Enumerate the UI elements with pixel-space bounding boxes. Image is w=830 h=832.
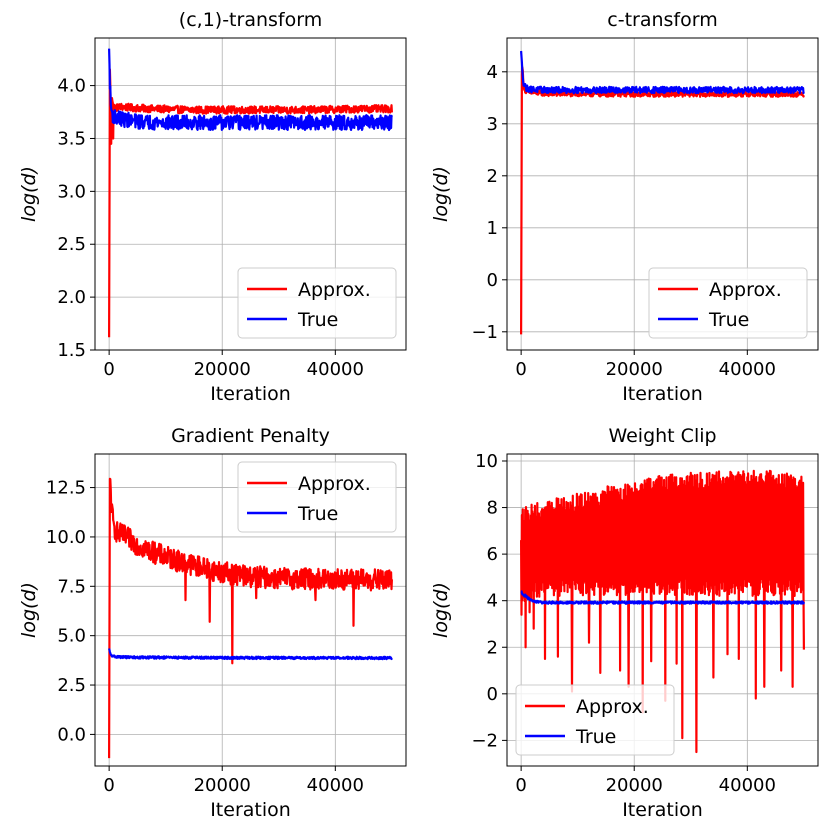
chart-panel-4: 0 20000 40000 −2 0 2 4 6 8 10 Weight Clip Iteration… (430, 425, 819, 821)
y-tick-label: 2.5 (57, 234, 86, 255)
y-tick-label: 0.0 (57, 724, 86, 745)
y-tick-label: 10 (475, 451, 498, 472)
y-tick-label: 10.0 (46, 527, 86, 548)
y-axis-label: log(d) (18, 166, 40, 222)
y-tick-label: −1 (471, 322, 498, 343)
chart-panel-1: 0 20000 40000 1.5 2.0 2.5 3.0 3.5 4.0 (c,1)-trans… (18, 9, 407, 405)
legend: Approx. True (237, 461, 397, 533)
y-tick-label: 2 (487, 637, 498, 658)
y-tick-label: 6 (487, 544, 498, 565)
y-tick-label: 2.0 (57, 287, 86, 308)
axes-frame (94, 37, 407, 351)
legend: Approx. True (648, 267, 808, 339)
y-tick-label: 4 (487, 62, 498, 83)
legend: Approx. True (515, 684, 675, 756)
y-tick-label: 3.0 (57, 181, 86, 202)
x-axis-label: Iteration (210, 383, 291, 405)
y-tick-label: 1 (487, 218, 498, 239)
chart-title: c-transform (607, 9, 717, 31)
axes-frame (94, 453, 407, 767)
chart-title: Weight Clip (608, 425, 716, 447)
chart-title: (c,1)-transform (179, 9, 322, 31)
series-line-approx (108, 477, 393, 759)
y-axis-label: log(d) (18, 582, 40, 638)
series-line-true (108, 48, 393, 132)
y-tick-label: 2.5 (57, 675, 86, 696)
legend-box (237, 461, 397, 533)
y-tick-label: 1.5 (57, 340, 86, 361)
legend-label: True (297, 503, 338, 525)
x-tick-label: 20000 (606, 775, 663, 796)
legend-label: True (575, 726, 616, 748)
legend-label: Approx. (576, 696, 649, 718)
y-axis-label: log(d) (430, 582, 452, 638)
chart-title: Gradient Penalty (171, 425, 330, 447)
y-tick-label: 7.5 (57, 576, 86, 597)
series-line-true (520, 50, 805, 95)
series-line-true (520, 590, 805, 605)
y-tick-label: 0 (487, 684, 498, 705)
axes-frame (506, 453, 819, 767)
legend-label: True (297, 309, 338, 331)
x-tick-label: 20000 (194, 359, 251, 380)
x-tick-label: 20000 (606, 359, 663, 380)
legend-label: True (708, 309, 749, 331)
legend-box (515, 684, 675, 756)
x-tick-label: 40000 (719, 775, 776, 796)
x-axis-label: Iteration (210, 799, 291, 821)
y-tick-label: 3.5 (57, 128, 86, 149)
axes-frame (506, 37, 819, 351)
y-tick-label: 5.0 (57, 626, 86, 647)
y-tick-label: −2 (471, 730, 498, 751)
x-axis-label: Iteration (622, 799, 703, 821)
legend-box (648, 267, 808, 339)
x-tick-label: 0 (103, 359, 114, 380)
y-tick-label: 4.0 (57, 76, 86, 97)
y-tick-label: 8 (487, 498, 498, 519)
y-tick-label: 4 (487, 591, 498, 612)
y-tick-label: 0 (487, 270, 498, 291)
x-tick-label: 40000 (307, 775, 364, 796)
y-tick-label: 2 (487, 166, 498, 187)
legend-label: Approx. (298, 473, 371, 495)
legend-label: Approx. (709, 279, 782, 301)
series-line-true (108, 648, 393, 661)
legend-label: Approx. (298, 279, 371, 301)
x-tick-label: 0 (515, 359, 526, 380)
chart-panel-2: 0 20000 40000 −1 0 1 2 3 4 c-transform Iteration lo… (430, 9, 819, 405)
x-tick-label: 0 (515, 775, 526, 796)
y-tick-label: 12.5 (46, 478, 86, 499)
legend-box (237, 267, 397, 339)
x-tick-label: 0 (103, 775, 114, 796)
x-tick-label: 40000 (307, 359, 364, 380)
chart-panel-3: 0 20000 40000 0.0 2.5 5.0 7.5 10.0 12.5 Gradient … (18, 425, 407, 821)
legend: Approx. True (237, 267, 397, 339)
x-tick-label: 20000 (194, 775, 251, 796)
x-tick-label: 40000 (719, 359, 776, 380)
series-line-approx (108, 68, 393, 338)
y-axis-label: log(d) (430, 166, 452, 222)
x-axis-label: Iteration (622, 383, 703, 405)
y-tick-label: 3 (487, 114, 498, 135)
series-line-approx (520, 469, 805, 754)
